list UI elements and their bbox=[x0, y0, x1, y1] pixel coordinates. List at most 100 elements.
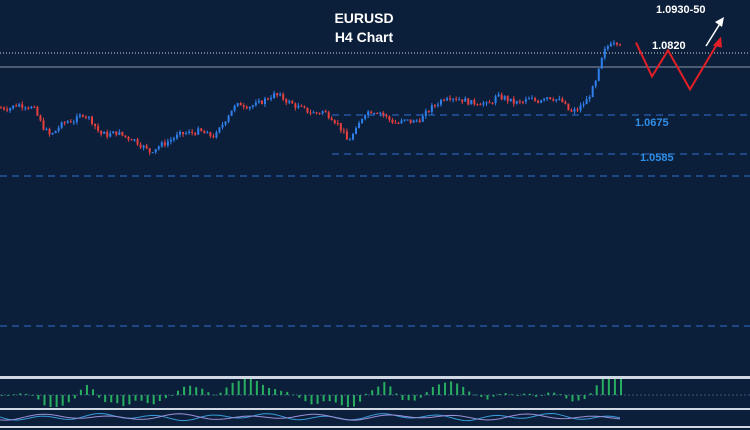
candle-body bbox=[327, 112, 330, 119]
histogram-bar bbox=[607, 379, 610, 395]
candle-body bbox=[524, 99, 527, 102]
candle-body bbox=[51, 133, 54, 135]
histogram-bar bbox=[298, 395, 301, 398]
histogram-bar bbox=[377, 386, 380, 395]
candle-body bbox=[230, 110, 233, 116]
candle-body bbox=[218, 127, 221, 133]
histogram-bar bbox=[110, 395, 113, 403]
candle-body bbox=[87, 116, 90, 118]
histogram-bar bbox=[19, 393, 22, 395]
histogram-bar bbox=[316, 395, 319, 404]
candle-body bbox=[303, 106, 306, 108]
candle-body bbox=[458, 99, 461, 101]
histogram-bar bbox=[37, 395, 40, 400]
candle-body bbox=[570, 110, 573, 112]
candle-body bbox=[33, 106, 36, 108]
histogram-bar bbox=[31, 395, 34, 396]
candle-body bbox=[409, 119, 412, 123]
chart-title: EURUSD bbox=[334, 10, 393, 26]
histogram-bar bbox=[359, 395, 362, 402]
candle-body bbox=[285, 99, 288, 103]
candle-body bbox=[549, 97, 552, 100]
candle-body bbox=[124, 135, 127, 137]
histogram-bar bbox=[310, 395, 313, 405]
candle-body bbox=[121, 131, 124, 136]
candle-body bbox=[0, 107, 2, 109]
candle-body bbox=[163, 142, 166, 146]
histogram-bar bbox=[237, 380, 240, 395]
candle-body bbox=[412, 120, 415, 123]
candle-body bbox=[321, 111, 324, 114]
candle-body bbox=[300, 105, 303, 107]
candle-body bbox=[531, 98, 534, 100]
candle-body bbox=[521, 101, 524, 103]
candle-body bbox=[54, 130, 57, 134]
candle-body bbox=[564, 102, 567, 104]
histogram-bar bbox=[7, 395, 10, 396]
histogram-bar bbox=[170, 395, 173, 396]
candle-body bbox=[175, 134, 178, 139]
candle-body bbox=[615, 42, 618, 45]
candle-body bbox=[397, 123, 400, 125]
histogram-bar bbox=[25, 393, 28, 395]
candle-body bbox=[582, 104, 585, 106]
candle-body bbox=[494, 96, 497, 103]
candle-body bbox=[63, 122, 66, 124]
candle-body bbox=[42, 120, 45, 130]
candle-body bbox=[312, 112, 315, 114]
candle-body bbox=[540, 100, 543, 103]
candle-body bbox=[400, 120, 403, 124]
histogram-bar bbox=[480, 395, 483, 397]
histogram-bar bbox=[474, 394, 477, 396]
histogram-bar bbox=[207, 392, 210, 395]
histogram-bar bbox=[401, 395, 404, 401]
histogram-bar bbox=[450, 381, 453, 395]
candle-body bbox=[503, 96, 506, 100]
candle-body bbox=[100, 130, 103, 134]
histogram-bar bbox=[504, 393, 507, 395]
candle-body bbox=[273, 93, 276, 99]
candle-body bbox=[179, 132, 182, 135]
candle-body bbox=[215, 132, 218, 138]
panel-separator-middle bbox=[0, 408, 750, 410]
candle-body bbox=[166, 141, 169, 146]
candle-body bbox=[224, 121, 227, 125]
candle-body bbox=[227, 115, 230, 122]
candle-body bbox=[103, 131, 106, 134]
histogram-bar bbox=[383, 382, 386, 395]
histogram-bar bbox=[444, 382, 447, 395]
candle-body bbox=[66, 121, 69, 123]
candle-body bbox=[151, 152, 154, 154]
candle-body bbox=[139, 144, 142, 148]
candle-body bbox=[364, 115, 367, 119]
histogram-bar bbox=[522, 393, 525, 395]
candle-body bbox=[594, 80, 597, 87]
histogram-bar bbox=[164, 395, 167, 399]
candle-body bbox=[485, 102, 488, 104]
candle-body bbox=[600, 57, 603, 69]
chart-subtitle: H4 Chart bbox=[335, 29, 394, 45]
candle-body bbox=[543, 98, 546, 101]
candle-body bbox=[157, 146, 160, 150]
histogram-bar bbox=[225, 387, 228, 395]
candle-body bbox=[446, 98, 449, 101]
histogram-bar bbox=[98, 395, 101, 398]
histogram-bar bbox=[516, 395, 519, 396]
candle-body bbox=[72, 122, 75, 124]
level-label: 1.0820 bbox=[652, 40, 686, 52]
candle-body bbox=[370, 111, 373, 114]
level-label: 1.0930-50 bbox=[656, 4, 706, 16]
candle-body bbox=[506, 96, 509, 102]
candle-body bbox=[552, 99, 555, 101]
candle-body bbox=[500, 94, 503, 100]
candle-body bbox=[130, 139, 133, 141]
histogram-bar bbox=[201, 388, 204, 395]
histogram-bar bbox=[371, 390, 374, 395]
candle-body bbox=[91, 116, 94, 124]
histogram-bar bbox=[61, 395, 64, 406]
candle-body bbox=[276, 93, 279, 96]
histogram-bar bbox=[146, 395, 149, 404]
candle-body bbox=[279, 94, 282, 96]
forecast-arrow-head bbox=[713, 36, 722, 48]
